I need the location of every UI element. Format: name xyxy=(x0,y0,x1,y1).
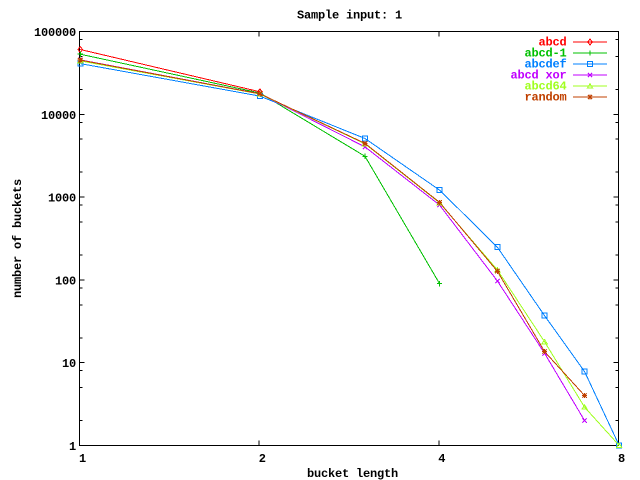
svg-text:abcd xor: abcd xor xyxy=(510,69,566,83)
svg-text:Sample input: 1: Sample input: 1 xyxy=(297,9,402,23)
svg-text:2: 2 xyxy=(259,452,266,466)
svg-text:10000: 10000 xyxy=(41,109,76,123)
svg-text:100: 100 xyxy=(55,274,76,288)
svg-text:abcd64: abcd64 xyxy=(524,80,566,94)
svg-text:abcd-1: abcd-1 xyxy=(524,47,566,61)
svg-text:100000: 100000 xyxy=(34,26,76,40)
svg-text:4: 4 xyxy=(438,452,445,466)
svg-text:number of buckets: number of buckets xyxy=(11,179,25,298)
svg-text:1: 1 xyxy=(79,452,86,466)
svg-text:1000: 1000 xyxy=(48,192,76,206)
svg-text:bucket length: bucket length xyxy=(307,467,398,480)
svg-text:10: 10 xyxy=(62,357,76,371)
svg-text:1: 1 xyxy=(69,440,76,454)
svg-text:abcdef: abcdef xyxy=(524,58,566,72)
svg-text:abcd: abcd xyxy=(538,36,566,50)
svg-text:8: 8 xyxy=(618,452,625,466)
svg-text:random: random xyxy=(524,91,566,105)
